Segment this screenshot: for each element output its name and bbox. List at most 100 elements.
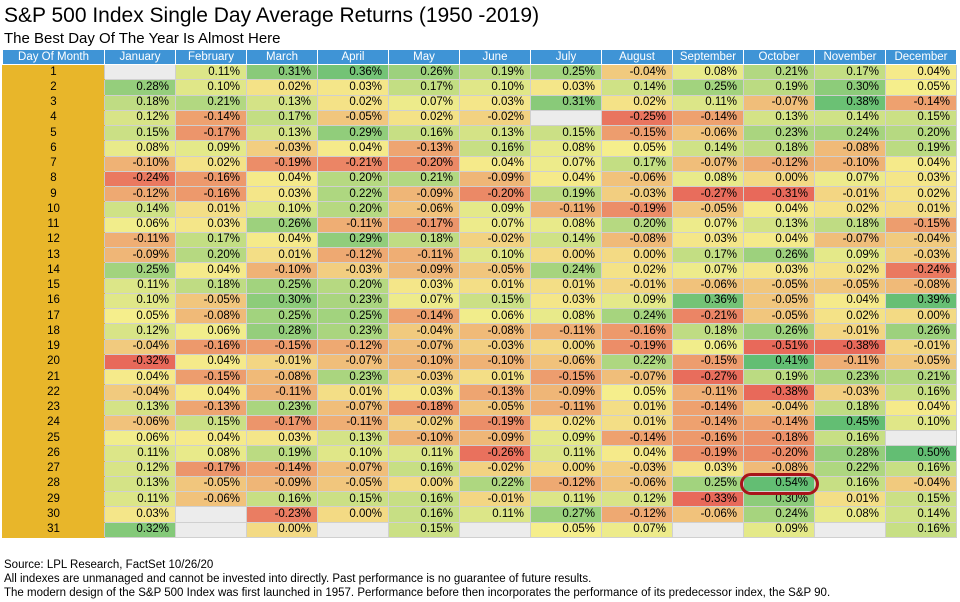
return-cell: -0.14% [672,399,744,416]
return-cell: 0.13% [459,124,531,142]
return-cell: 0.28% [104,79,176,96]
return-cell: -0.51% [743,338,815,355]
table-row: 11 0.06% 0.03% 0.26% -0.11% -0.17% 0.07% 0.08% 0… [2,216,957,233]
return-cell: -0.07% [814,231,886,249]
return-cell: -0.25% [601,109,673,127]
return-cell: 0.07% [672,216,744,233]
return-cell: 0.28% [814,445,886,462]
return-cell: 0.15% [317,490,389,508]
return-cell: 0.07% [814,170,886,188]
return-cell: 0.23% [317,368,389,386]
return-cell: 0.29% [317,231,389,249]
return-cell: -0.11% [530,399,602,416]
return-cell: -0.07% [601,368,673,386]
return-cell: 0.18% [814,399,886,416]
column-header-january: January [104,49,176,65]
return-cell: -0.09% [246,475,318,493]
return-cell: 0.02% [885,185,957,203]
return-cell: -0.12% [317,338,389,355]
column-header-february: February [175,49,247,65]
return-cell: 0.07% [601,521,673,538]
column-header-september: September [672,49,744,65]
return-cell: 0.20% [317,277,389,294]
table-row: 30 0.03% -0.23% 0.00% 0.16% 0.11% 0.27% -0.12% -… [2,506,957,523]
return-cell: 0.00% [743,170,815,188]
column-header-july: July [530,49,602,65]
return-cell: 0.15% [530,124,602,142]
return-cell: -0.02% [459,460,531,477]
return-cell: 0.11% [175,63,247,81]
return-cell: 0.32% [104,521,176,538]
return-cell: 0.04% [459,155,531,172]
table-row: 16 0.10% -0.05% 0.30% 0.23% 0.07% 0.15% 0.03% 0.… [2,292,957,310]
return-cell: -0.18% [388,399,460,416]
return-cell: -0.06% [601,475,673,493]
return-cell: 0.01% [885,201,957,218]
day-label: 3 [2,94,105,111]
return-cell: 0.25% [672,79,744,96]
return-cell: -0.24% [885,262,957,279]
return-cell: 0.01% [601,399,673,416]
return-cell: 0.17% [388,79,460,96]
return-cell: -0.16% [175,185,247,203]
return-cell: -0.10% [459,353,531,371]
return-cell: -0.04% [104,384,176,401]
return-cell: 0.20% [317,170,389,188]
return-cell: 0.25% [672,475,744,493]
return-cell: 0.41% [743,353,815,371]
return-cell: 0.04% [885,399,957,416]
return-cell: -0.05% [743,307,815,325]
table-row: 4 0.12% -0.14% 0.17% -0.05% 0.02% -0.02% -0.25%… [2,109,957,127]
return-cell: -0.20% [459,185,531,203]
return-cell: 0.21% [388,170,460,188]
return-cell: 0.20% [885,124,957,142]
return-cell: -0.16% [175,170,247,188]
table-row: 21 0.04% -0.15% -0.08% 0.23% -0.03% 0.01% -0.15… [2,368,957,386]
return-cell: 0.25% [104,262,176,279]
return-cell: -0.03% [246,140,318,157]
return-cell [317,521,389,538]
return-cell: 0.25% [530,63,602,81]
return-cell: 0.23% [743,124,815,142]
return-cell: 0.18% [743,140,815,157]
return-cell: 0.06% [104,429,176,447]
return-cell: 0.26% [388,63,460,81]
return-cell: 0.50% [885,445,957,462]
day-label: 11 [2,216,105,233]
return-cell: 0.04% [743,231,815,249]
return-cell: -0.23% [246,506,318,523]
return-cell: 0.20% [601,216,673,233]
column-header-october: October [743,49,815,65]
return-cell: 0.16% [814,475,886,493]
return-cell: 0.22% [459,475,531,493]
return-cell: -0.19% [672,445,744,462]
return-cell: 0.05% [104,307,176,325]
return-cell: -0.27% [672,185,744,203]
day-label: 1 [2,63,105,81]
chart-subtitle: The Best Day Of The Year Is Almost Here [4,30,281,47]
index-history-note: The modern design of the S&P 500 Index w… [4,587,831,599]
return-cell: -0.08% [246,368,318,386]
table-row: 10 0.14% 0.01% 0.10% 0.20% -0.06% 0.09% -0.11% -… [2,201,957,218]
table-row: 26 0.11% 0.08% 0.19% 0.10% 0.11% -0.26% 0.11% 0.… [2,445,957,462]
table-row: 19 -0.04% -0.16% -0.15% -0.12% -0.07% -0.03% 0.… [2,338,957,355]
return-cell: 0.18% [388,231,460,249]
return-cell: 0.15% [459,292,531,310]
return-cell: -0.03% [814,384,886,401]
return-cell: -0.07% [388,338,460,355]
disclaimer-note: All indexes are unmanaged and cannot be … [4,573,592,585]
return-cell: -0.11% [388,246,460,264]
highlighted-return-cell: 0.54% [740,472,819,495]
return-cell: 0.02% [814,262,886,279]
day-label: 15 [2,277,105,294]
return-cell: -0.19% [246,155,318,172]
returns-table: Day Of Month January February March April Ma… [2,49,957,538]
table-row: 17 0.05% -0.08% 0.25% 0.25% -0.14% 0.06% 0.08% 0… [2,307,957,325]
return-cell: 0.07% [672,262,744,279]
source-note: Source: LPL Research, FactSet 10/26/20 [4,559,214,571]
return-cell [459,521,531,538]
return-cell: -0.11% [672,384,744,401]
day-label: 16 [2,292,105,310]
return-cell: 0.04% [530,170,602,188]
return-cell: 0.17% [672,246,744,264]
